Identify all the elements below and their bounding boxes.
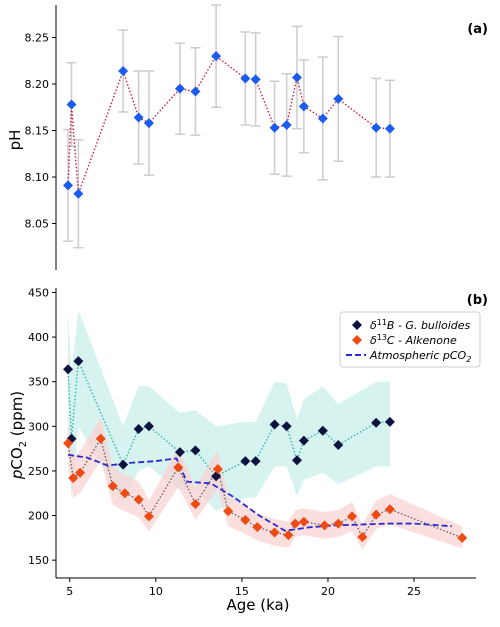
boron-point xyxy=(384,416,395,427)
ph-point xyxy=(66,99,77,110)
alkenone-point xyxy=(190,498,201,509)
panel-b-ytick-label: 300 xyxy=(28,420,49,433)
ph-point xyxy=(269,122,280,133)
panel-b-ytick-label: 400 xyxy=(28,331,49,344)
alkenone-point xyxy=(223,506,234,517)
x-tick-label: 10 xyxy=(149,585,163,598)
alkenone-point xyxy=(357,531,368,542)
alkenone-point xyxy=(269,527,280,538)
panel-b-ytick-label: 350 xyxy=(28,376,49,389)
panel-b-ytick-label: 150 xyxy=(28,554,49,567)
legend-entry-alkenone: δ13C - Alkenone xyxy=(352,333,457,347)
ph-point xyxy=(281,119,292,130)
x-tick-label: 15 xyxy=(235,585,249,598)
alkenone-point xyxy=(384,504,395,515)
alkenone-point xyxy=(95,433,106,444)
ph-point xyxy=(174,83,185,94)
panel-a-ph: 8.05 8.10 8.15 8.20 8.25 pH (a) xyxy=(6,4,488,270)
boron-point xyxy=(118,459,129,470)
alkenone-point xyxy=(63,438,74,449)
alkenone-point xyxy=(252,522,263,533)
ph-point xyxy=(143,118,154,129)
ph-point xyxy=(291,72,302,83)
alkenone-point xyxy=(212,464,223,475)
legend-atm-label: Atmospheric pCO2 xyxy=(369,349,471,364)
ph-point xyxy=(333,93,344,104)
boron-point xyxy=(143,421,154,432)
ph-point xyxy=(317,113,328,124)
ph-point xyxy=(63,180,74,191)
panel-a-ytick-label: 8.20 xyxy=(25,78,50,91)
panel-b-tag: (b) xyxy=(467,293,488,308)
alkenone-point xyxy=(143,511,154,522)
ph-point xyxy=(371,122,382,133)
ph-point xyxy=(298,101,309,112)
boron-point xyxy=(133,423,144,434)
boron-point xyxy=(281,421,292,432)
legend-alkenone-label: δ13C - Alkenone xyxy=(370,333,457,347)
legend-boron-label: δ11B - G. bulloides xyxy=(370,318,471,332)
alkenone-point xyxy=(68,473,79,484)
panel-a-tag: (a) xyxy=(467,22,488,37)
boron-point xyxy=(190,445,201,456)
x-tick-label: 5 xyxy=(66,585,73,598)
ph-point xyxy=(133,112,144,123)
boron-point xyxy=(63,364,74,375)
alkenone-point xyxy=(173,462,184,473)
alkenone-point xyxy=(240,515,251,525)
alkenone-point xyxy=(283,530,294,541)
legend: δ11B - G. bulloides δ13C - Alkenone Atmo… xyxy=(339,311,481,368)
x-tick-label: 25 xyxy=(407,585,421,598)
legend-alkenone-marker xyxy=(352,335,362,345)
legend-boron-marker xyxy=(352,320,362,330)
alkenone-point xyxy=(371,509,382,520)
x-axis-label: Age (ka) xyxy=(226,596,289,614)
legend-entry-boron: δ11B - G. bulloides xyxy=(352,318,471,332)
legend-entry-atm: Atmospheric pCO2 xyxy=(346,349,471,364)
panel-b-ylabel: pCO2 (ppm) xyxy=(8,391,29,480)
alkenone-point xyxy=(298,516,309,527)
panel-a-ytick-label: 8.10 xyxy=(25,171,50,184)
ph-point xyxy=(211,51,222,62)
boron-point xyxy=(333,440,344,451)
alkenone-point xyxy=(107,481,118,492)
boron-point xyxy=(250,456,261,467)
boron-point xyxy=(371,417,382,428)
ph-point xyxy=(190,86,201,97)
alkenone-point xyxy=(75,467,86,478)
alkenone-point xyxy=(119,488,130,499)
boron-point xyxy=(291,455,302,466)
alkenone-point xyxy=(133,494,144,505)
boron-point xyxy=(240,456,251,467)
alkenone-point xyxy=(319,520,330,531)
boron-point xyxy=(269,419,280,430)
alkenone-point xyxy=(333,518,344,529)
boron-point xyxy=(174,447,185,458)
boron-point xyxy=(298,435,309,446)
legend-box xyxy=(339,311,481,368)
panel-b-pco2: 150 200 250 300 350 400 450 5 10 15 20 25 pCO2 (pp… xyxy=(8,286,488,614)
boron-point xyxy=(211,471,222,482)
ph-point xyxy=(73,188,84,199)
boron-point xyxy=(317,425,328,436)
ph-point xyxy=(118,66,129,77)
panel-b-ytick-label: 250 xyxy=(28,465,49,478)
alkenone-point xyxy=(290,518,301,529)
ph-point xyxy=(240,73,251,84)
panel-a-ylabel: pH xyxy=(6,130,24,151)
ph-point xyxy=(250,74,261,85)
panel-a-ytick-label: 8.15 xyxy=(25,125,50,138)
panel-a-ytick-label: 8.05 xyxy=(25,218,50,231)
alkenone-point xyxy=(347,511,358,522)
boron-point xyxy=(73,356,84,367)
panel-a-ytick-label: 8.25 xyxy=(25,32,50,45)
alkenone-uncertainty-band xyxy=(68,417,463,550)
alkenone-point xyxy=(457,532,468,543)
panel-b-ytick-label: 450 xyxy=(28,286,49,299)
ph-point xyxy=(384,123,395,134)
x-tick-label: 20 xyxy=(321,585,335,598)
panel-b-ytick-label: 200 xyxy=(28,510,49,523)
ph-series-line xyxy=(67,55,390,194)
